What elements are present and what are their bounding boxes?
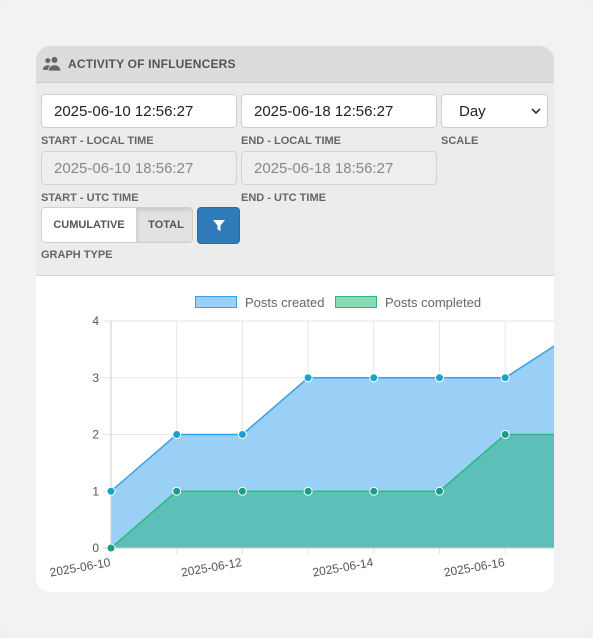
start-local-time-label: START - LOCAL TIME bbox=[41, 135, 154, 147]
influencer-activity-panel: ACTIVITY OF INFLUENCERS Day START - LOCA… bbox=[36, 46, 554, 592]
data-point-posts-completed bbox=[303, 486, 313, 496]
x-tick-label: 2025-06-14 bbox=[311, 555, 374, 580]
x-tick-label: 2025-06-16 bbox=[443, 555, 506, 580]
x-tick-label: 2025-06-10 bbox=[49, 555, 112, 580]
data-point-posts-created bbox=[172, 430, 182, 439]
data-point-posts-created bbox=[369, 373, 379, 383]
data-point-posts-created bbox=[303, 373, 313, 383]
filter-controls: Day START - LOCAL TIME END - LOCAL TIME … bbox=[36, 83, 554, 276]
scale-label: SCALE bbox=[441, 135, 479, 147]
start-local-time-input[interactable] bbox=[41, 94, 237, 128]
data-point-posts-created bbox=[435, 373, 444, 383]
data-point-posts-completed bbox=[500, 430, 510, 439]
legend-swatch-posts-created bbox=[195, 296, 237, 308]
end-local-time-label: END - LOCAL TIME bbox=[241, 135, 342, 147]
data-point-posts-created bbox=[237, 430, 247, 439]
end-utc-time-label: END - UTC TIME bbox=[241, 192, 326, 204]
y-tick-label: 4 bbox=[92, 314, 99, 328]
y-tick-label: 1 bbox=[92, 484, 99, 498]
panel-title: ACTIVITY OF INFLUENCERS bbox=[68, 57, 236, 71]
data-point-posts-completed bbox=[237, 486, 247, 496]
end-local-time-input[interactable] bbox=[241, 94, 437, 128]
graph-type-toggle: CUMULATIVE TOTAL bbox=[41, 207, 193, 243]
filter-button[interactable] bbox=[197, 207, 240, 244]
data-point-posts-completed bbox=[369, 486, 379, 496]
start-utc-time-label: START - UTC TIME bbox=[41, 192, 139, 204]
legend-label-posts-created: Posts created bbox=[245, 294, 325, 310]
legend-label-posts-completed: Posts completed bbox=[385, 294, 482, 310]
series-line-posts-completed bbox=[110, 433, 554, 549]
x-tick-label: 2025-06-12 bbox=[180, 555, 243, 580]
scale-select[interactable]: Day bbox=[441, 94, 548, 128]
legend-item-posts-created[interactable]: Posts created bbox=[195, 294, 325, 310]
panel-header: ACTIVITY OF INFLUENCERS bbox=[36, 46, 554, 83]
chevron-down-icon bbox=[531, 108, 541, 115]
filter-icon bbox=[213, 220, 225, 231]
start-utc-time-input bbox=[41, 151, 237, 185]
users-icon bbox=[42, 56, 61, 71]
y-tick-label: 3 bbox=[92, 371, 99, 385]
series-line-posts-created bbox=[110, 345, 554, 492]
y-tick-label: 2 bbox=[92, 428, 99, 442]
y-tick-label: 0 bbox=[92, 541, 99, 555]
end-utc-time-input bbox=[241, 151, 437, 185]
scale-select-value: Day bbox=[459, 103, 486, 120]
graph-type-label: GRAPH TYPE bbox=[41, 249, 113, 261]
legend-swatch-posts-completed bbox=[335, 296, 377, 308]
data-point-posts-completed bbox=[172, 486, 182, 496]
data-point-posts-created bbox=[106, 486, 116, 496]
activity-chart: Posts created Posts completed 0 1 2 3 4 2025-… bbox=[36, 276, 554, 592]
legend-item-posts-completed[interactable]: Posts completed bbox=[335, 294, 482, 310]
cumulative-button[interactable]: CUMULATIVE bbox=[42, 208, 136, 242]
chart-plot: 0 1 2 3 4 2025-06-10 2025-06-12 2025-06-14 2025-… bbox=[49, 314, 554, 580]
data-point-posts-created bbox=[500, 373, 510, 383]
chart-legend: Posts created Posts completed bbox=[36, 276, 554, 310]
total-button[interactable]: TOTAL bbox=[136, 208, 192, 242]
data-point-posts-completed bbox=[435, 486, 444, 496]
data-point-posts-completed bbox=[106, 543, 116, 553]
